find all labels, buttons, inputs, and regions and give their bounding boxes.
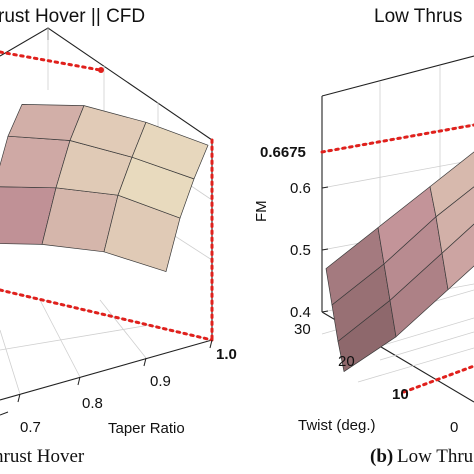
right-surface-patch (435, 186, 474, 254)
fm-tick-0.6: 0.6 (290, 180, 311, 197)
left-floor-grid (0, 289, 213, 395)
fm-axis-label: FM (253, 200, 270, 222)
twist-tick-10: 10 (392, 386, 409, 403)
left-optimum-line-floor (0, 288, 214, 342)
left-taper-tick-3: 1.0 (216, 346, 237, 363)
right-caption-label: (b) (370, 446, 393, 467)
left-panel: 0.7 0.8 0.9 1.0 Taper Ratio (0, 27, 237, 437)
left-box-base (0, 339, 213, 401)
fm-tick-0.4: 0.4 (290, 304, 311, 321)
left-edge-tick (0, 411, 9, 416)
right-caption-text: Low Thru (397, 446, 474, 467)
right-surface-patch (441, 223, 474, 290)
left-taper-tick-0: 0.7 (20, 419, 41, 436)
right-optimum-line-top (320, 123, 474, 154)
twist-tick-0: 0 (450, 419, 458, 436)
fm-tick-0.5: 0.5 (290, 242, 311, 259)
twist-axis-label: Twist (deg.) (298, 417, 376, 434)
left-optimum-line-top (0, 50, 102, 72)
right-twist-ticks: 30 20 10 0 (294, 321, 458, 436)
right-fm-ticks: 0.6675 0.6 0.5 0.4 (260, 144, 329, 321)
left-taper-axis-label: Taper Ratio (108, 420, 185, 437)
twist-tick-20: 20 (338, 353, 355, 370)
left-surface-patch (131, 121, 209, 180)
right-title: Low Thrus (374, 6, 462, 27)
right-surface-patch (429, 151, 474, 218)
left-taper-tick-1: 0.8 (82, 395, 103, 412)
left-caption: hrust Hover (0, 446, 85, 467)
left-taper-tick-2: 0.9 (150, 373, 171, 390)
right-optimum-line-floor (402, 364, 474, 394)
left-surface (0, 104, 209, 272)
twist-tick-30: 30 (294, 321, 311, 338)
left-taper-ticks: 0.7 0.8 0.9 1.0 (17, 339, 237, 436)
right-box-top (321, 55, 474, 97)
fm-tick-highlight: 0.6675 (260, 144, 306, 161)
right-panel: 0.6675 0.6 0.5 0.4 FM 30 20 10 0 Twist (… (253, 55, 474, 436)
left-title: rust Hover || CFD (0, 6, 145, 27)
left-optimum-marker (98, 67, 104, 73)
right-surface (325, 151, 474, 372)
